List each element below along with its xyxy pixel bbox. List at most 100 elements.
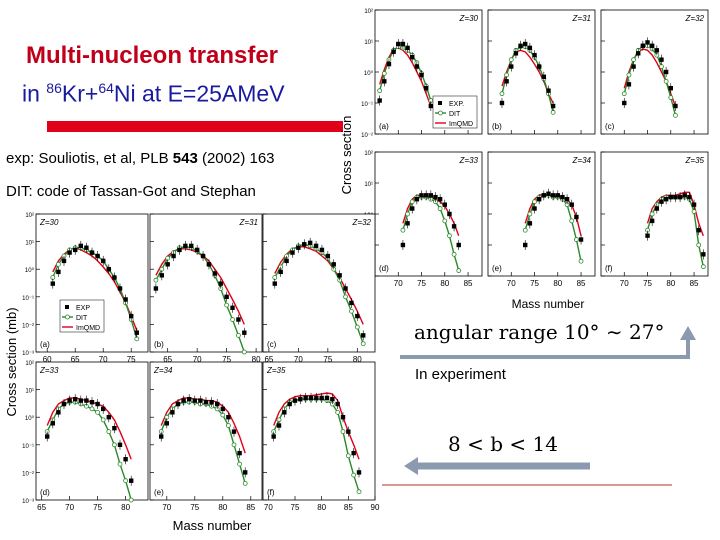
exp-point (192, 398, 197, 403)
dit-point (231, 442, 237, 448)
dit-point (349, 308, 354, 314)
z-label: Z=33 (39, 366, 59, 375)
dit-point (340, 429, 346, 435)
x-tick-label: 70 (65, 503, 74, 512)
panel-label: (e) (154, 488, 164, 497)
x-tick-label: 75 (530, 279, 539, 288)
dit-point (242, 480, 248, 486)
exp-point (319, 247, 325, 253)
exp-point (56, 269, 61, 275)
exp-point (682, 193, 687, 198)
dit-point (532, 199, 537, 205)
exp-point (382, 79, 387, 84)
exp-point (170, 410, 175, 415)
dit-point (237, 461, 243, 467)
exp-point (84, 398, 89, 403)
dit-point (663, 78, 669, 84)
exp-point (442, 202, 447, 207)
exp-point (203, 399, 209, 405)
exp-point (396, 41, 401, 47)
panel-label: (d) (40, 488, 50, 497)
dit-point (345, 453, 351, 459)
y-tick-label: 10¹ (364, 182, 373, 188)
exp-point (400, 242, 406, 248)
exp-point (532, 52, 537, 58)
x-tick-label: 85 (464, 279, 473, 288)
exp-point (330, 396, 335, 402)
exp-point (351, 450, 356, 456)
panel-label: (f) (605, 264, 613, 273)
exp-point (356, 470, 362, 475)
panel-label: (a) (379, 122, 389, 131)
panel-label: (b) (154, 340, 164, 349)
legend-entry: EXP. (449, 101, 464, 108)
x-tick-label: 70 (507, 279, 516, 288)
z-label: Z=30 (459, 14, 479, 23)
dit-series-line (52, 246, 138, 339)
x-tick-label: 85 (690, 279, 699, 288)
dit-point (56, 261, 61, 267)
exp-point (659, 57, 664, 62)
x-tick-label: 85 (246, 503, 255, 512)
x-tick-label: 75 (643, 279, 652, 288)
exp-point (296, 245, 301, 250)
x-tick-label: 80 (121, 503, 130, 512)
dit-point (626, 72, 632, 78)
exp-point (117, 442, 123, 447)
x-tick-label: 80 (353, 355, 362, 364)
exp-point (691, 202, 697, 207)
exp-point (550, 193, 556, 198)
exp-point (331, 262, 336, 267)
exp-point (410, 206, 415, 211)
exp-point (61, 401, 67, 407)
panel-b: Z=31 (b) (487, 9, 596, 135)
legend-entry: EXP (76, 305, 90, 312)
exp-point (181, 398, 186, 403)
legend-top: EXP. DIT ImQMD (432, 95, 478, 129)
ni-mass-number: 64 (98, 80, 114, 96)
dit-point (621, 91, 627, 97)
exp-point (302, 242, 307, 247)
exp-point (527, 45, 533, 51)
x-tick-label: 60 (43, 355, 52, 364)
exp-point (50, 281, 55, 286)
imqmd-series-line (46, 397, 132, 460)
exp-point (677, 194, 683, 200)
kr-label: Kr+ (61, 80, 99, 107)
exp-point (659, 199, 664, 204)
y-tick-label: 10⁻² (361, 133, 373, 139)
exp-point (386, 61, 392, 67)
exp-point (307, 240, 313, 246)
dit-point (499, 91, 505, 97)
x-tick-label: 75 (93, 503, 102, 512)
x-tick-label: 80 (440, 279, 449, 288)
dit-point (691, 209, 697, 214)
exp-point (405, 221, 410, 226)
z-label: Z=35 (266, 366, 286, 375)
dit-point (106, 429, 112, 435)
exp-point (550, 103, 556, 109)
dit-series-line (155, 246, 245, 353)
x-tick-label: 65 (37, 503, 46, 512)
x-tick-label: 80 (317, 503, 326, 512)
exp-point (61, 258, 67, 264)
exp-point (231, 429, 237, 434)
x-tick-label: 75 (323, 355, 332, 364)
imqmd-series-line (160, 397, 246, 454)
y-tick-label: 10⁻² (22, 471, 34, 477)
dit-point (117, 461, 123, 467)
exp-point (303, 395, 308, 401)
x-tick-label: 70 (394, 279, 403, 288)
exp-point (314, 395, 319, 401)
exp-point (50, 421, 55, 426)
dit-point (236, 332, 241, 338)
x-tick-label: 90 (371, 503, 380, 512)
x-tick-label: 70 (294, 355, 303, 364)
exp-point (123, 297, 128, 302)
dit-point (578, 258, 584, 264)
exp-point (541, 193, 547, 198)
exp-point (224, 294, 229, 299)
panel-e: 70 75 80 85 Z=34 (e) (487, 151, 596, 288)
dit-point (123, 478, 128, 484)
dit-point (573, 237, 579, 242)
